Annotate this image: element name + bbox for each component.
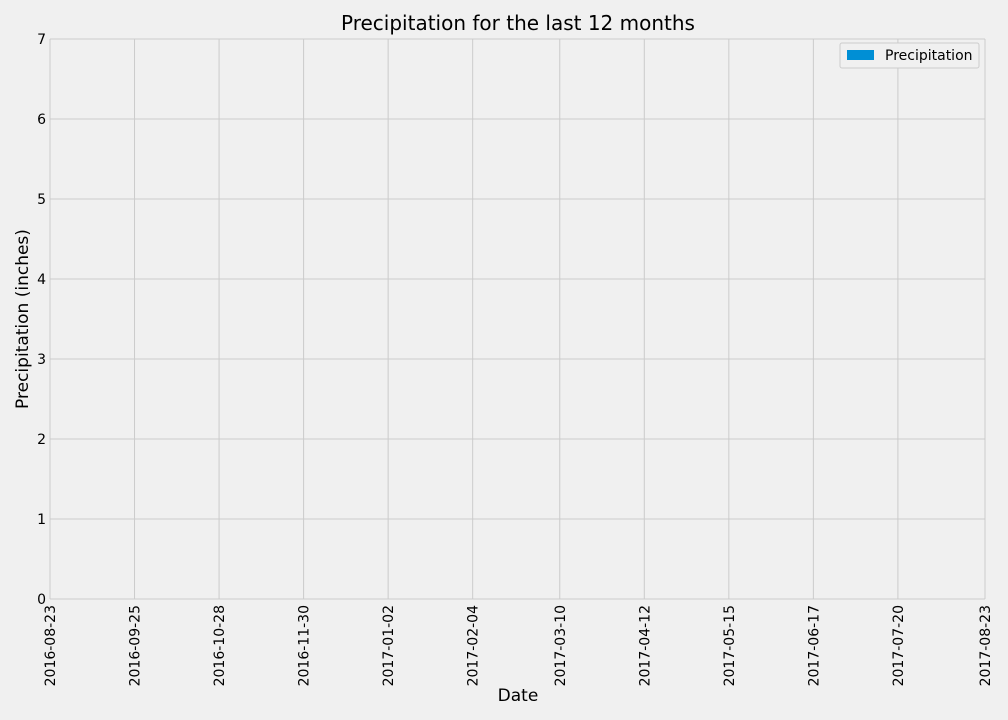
y-tick-label: 6 bbox=[37, 112, 46, 128]
x-tick-label: 2017-08-23 bbox=[978, 605, 994, 686]
y-tick-labels: 0 1 2 3 4 5 6 7 bbox=[37, 32, 46, 608]
chart-title: Precipitation for the last 12 months bbox=[341, 11, 695, 35]
x-tick-label: 2017-07-20 bbox=[891, 605, 907, 686]
y-tick-label: 5 bbox=[37, 192, 46, 208]
y-tick-label: 1 bbox=[37, 512, 46, 528]
legend: Precipitation bbox=[839, 42, 980, 69]
y-axis-title: Precipitation (inches) bbox=[13, 229, 33, 409]
x-tick-label: 2017-04-12 bbox=[637, 605, 653, 686]
y-tick-label: 4 bbox=[37, 272, 46, 288]
x-tick-label: 2017-02-04 bbox=[466, 605, 482, 686]
x-tick-labels: 2016-08-23 2016-09-25 2016-10-28 2016-11-30… bbox=[43, 605, 994, 686]
legend-box bbox=[839, 42, 980, 69]
x-tick-label: 2016-09-25 bbox=[128, 605, 144, 686]
legend-swatch-precipitation bbox=[847, 50, 874, 60]
y-tick-label: 0 bbox=[37, 592, 46, 608]
x-tick-label: 2016-08-23 bbox=[43, 605, 59, 686]
y-gridlines bbox=[50, 38, 985, 600]
x-tick-label: 2017-06-17 bbox=[806, 605, 822, 686]
y-tick-label: 3 bbox=[37, 352, 46, 368]
x-tick-label: 2016-10-28 bbox=[212, 605, 228, 686]
x-tick-label: 2016-11-30 bbox=[297, 605, 313, 686]
x-tick-label: 2017-03-10 bbox=[553, 605, 569, 686]
y-tick-label: 7 bbox=[37, 32, 46, 48]
x-axis-title: Date bbox=[498, 686, 539, 706]
x-tick-label: 2017-05-15 bbox=[722, 605, 738, 686]
x-gridlines bbox=[49, 39, 986, 599]
x-tick-label: 2017-01-02 bbox=[381, 605, 397, 686]
y-tick-label: 2 bbox=[37, 432, 46, 448]
legend-label-precipitation: Precipitation bbox=[885, 48, 973, 64]
